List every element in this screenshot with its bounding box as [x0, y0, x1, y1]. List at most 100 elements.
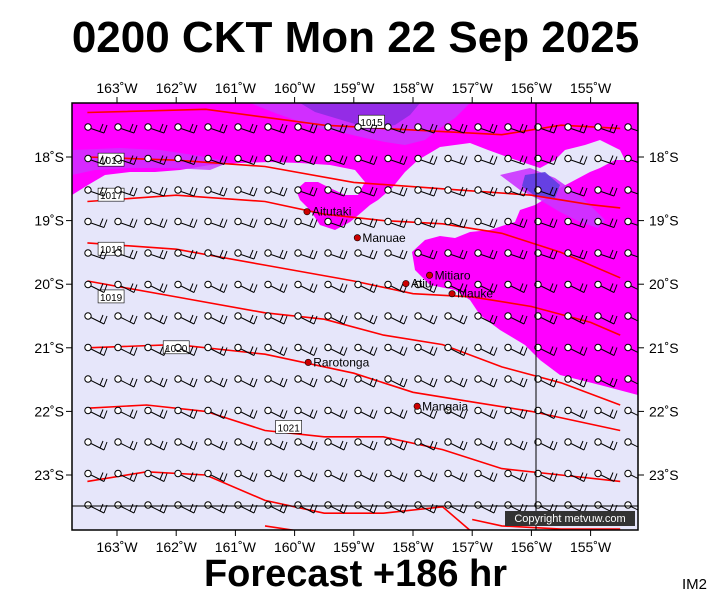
wind-barb [354, 501, 378, 514]
wind-barb [384, 438, 408, 451]
wind-barb [114, 469, 138, 482]
wind-barb [264, 280, 288, 293]
wind-barb [354, 343, 378, 356]
wind-barb [444, 375, 468, 388]
wind-barb [414, 375, 438, 388]
wind-barb [384, 186, 408, 197]
wind-barb [414, 280, 438, 293]
wind-barb [414, 123, 438, 134]
place-name: Aitutaki [312, 205, 351, 219]
wind-barb [384, 343, 408, 356]
wind-barb [354, 406, 378, 419]
isobar-label: 1015 [358, 114, 385, 129]
wind-barb [234, 343, 258, 356]
wind-barb [264, 123, 288, 134]
wind-barb [174, 217, 198, 228]
wind-barb [354, 438, 378, 451]
place-marker: Mangaia [413, 399, 469, 413]
wind-barb [504, 375, 528, 388]
wind-barb [474, 312, 498, 325]
wind-barb [324, 343, 348, 356]
place-name: Rarotonga [313, 355, 369, 369]
wind-barb [84, 469, 108, 482]
wind-barb [234, 280, 258, 293]
lon-label-top: 156˚W [511, 80, 553, 96]
place-name: Mangaia [422, 399, 468, 413]
place-name: Mauke [457, 287, 493, 301]
wind-barb [114, 186, 138, 197]
place-name: Mitiaro [435, 268, 471, 282]
wind-barb [204, 123, 228, 134]
place-marker: Atiu [402, 277, 432, 291]
wind-barb [294, 217, 318, 228]
wind-barb [324, 123, 348, 134]
wind-barb [564, 343, 588, 356]
wind-barb [264, 438, 288, 451]
wind-barb [594, 438, 618, 451]
wind-barb [234, 501, 258, 514]
lon-label-top: 163˚W [96, 80, 138, 96]
wind-barb [474, 469, 498, 482]
place-name: Atiu [411, 277, 432, 291]
wind-barb [234, 375, 258, 388]
lon-label-bottom: 162˚W [156, 539, 198, 555]
wind-barb [294, 375, 318, 388]
wind-barb [324, 312, 348, 325]
wind-barb [594, 217, 618, 228]
wind-barb [114, 217, 138, 228]
wind-barb [204, 280, 228, 293]
wind-barb [144, 438, 168, 451]
wind-barb [564, 217, 588, 228]
wind-barb [384, 469, 408, 482]
wind-barb [234, 123, 258, 134]
wind-barb [114, 249, 138, 260]
wind-barb [264, 469, 288, 482]
wind-barb [234, 312, 258, 325]
wind-barb [144, 123, 168, 134]
wind-barb [594, 343, 618, 356]
wind-barb [504, 186, 528, 197]
wind-barb [204, 186, 228, 197]
svg-text:1016: 1016 [100, 156, 123, 167]
wind-barb [294, 186, 318, 197]
wind-barb [414, 249, 438, 260]
wind-barb [234, 249, 258, 260]
place-marker: Manuae [353, 231, 406, 245]
wind-barb [474, 375, 498, 388]
wind-barb [594, 123, 618, 134]
wind-barb [294, 469, 318, 482]
wind-barb [234, 217, 258, 228]
wind-barb [174, 501, 198, 514]
wind-barb [414, 186, 438, 197]
wind-barb [144, 343, 168, 356]
wind-barb [174, 375, 198, 388]
wind-barb [444, 501, 468, 514]
wind-barb [204, 217, 228, 228]
isobar-line [87, 194, 621, 279]
svg-text:1018: 1018 [100, 245, 123, 256]
wind-barb [174, 249, 198, 260]
wind-barb [264, 501, 288, 514]
wind-barb [144, 249, 168, 260]
wind-barb [564, 154, 588, 165]
precipitation-shading [72, 103, 638, 395]
wind-barb [264, 343, 288, 356]
wind-barb [174, 343, 198, 356]
wind-barb [384, 406, 408, 419]
wind-barb [264, 375, 288, 388]
wind-barb [84, 406, 108, 419]
svg-text:1021: 1021 [278, 423, 301, 434]
wind-barb [564, 312, 588, 325]
wind-barb [264, 217, 288, 228]
latitude-labels-left: 18˚S 19˚S 20˚S 21˚S 22˚S 23˚S [34, 149, 64, 483]
lat-label-right: 21˚S [649, 340, 679, 356]
lat-label-left: 21˚S [34, 340, 64, 356]
wind-barb [564, 186, 588, 197]
wind-barb [594, 406, 618, 419]
longitude-labels-top: 163˚W 162˚W 161˚W 160˚W 159˚W 158˚W 157˚W 156˚W… [96, 80, 612, 96]
wind-barb [264, 154, 288, 165]
wind-barb [204, 343, 228, 356]
wind-barb [444, 123, 468, 134]
lat-label-left: 18˚S [34, 149, 64, 165]
